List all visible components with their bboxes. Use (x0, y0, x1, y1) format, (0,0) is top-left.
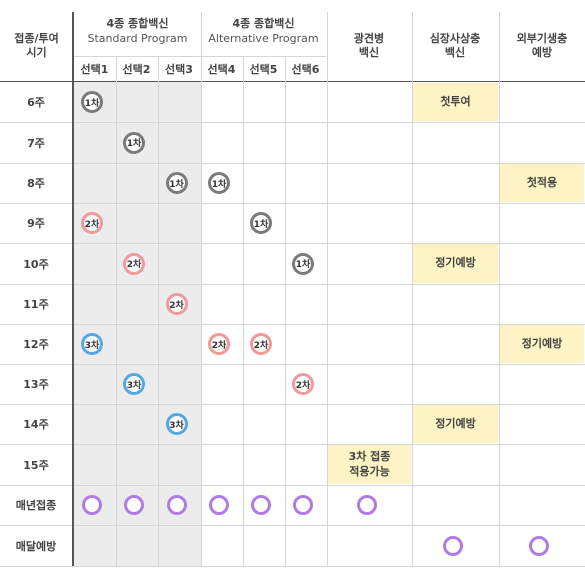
column-divider (412, 12, 413, 566)
row-divider (0, 243, 585, 244)
row-header: 15주 (23, 458, 49, 472)
time-header-line2: 시기 (26, 46, 47, 59)
option-1-header: 선택1 (80, 63, 109, 76)
dose-marker: 2차 (123, 252, 145, 275)
schedule-note: 정기예방 (413, 405, 498, 443)
schedule-note: 첫적용 (500, 164, 584, 202)
schedule-note: 첫투여 (413, 83, 498, 121)
recurring-marker (166, 495, 187, 515)
standard-program-header: 4종 종합백신 Standard Program (74, 17, 201, 47)
row-header: 11주 (23, 298, 49, 311)
recurring-marker (124, 495, 144, 515)
row-header: 7주 (27, 136, 45, 150)
parasite-header-line1: 외부기생충 (516, 32, 568, 46)
recurring-marker (529, 535, 549, 556)
column-divider (327, 12, 328, 566)
option-6-header: 선택6 (291, 63, 320, 76)
alternative-program-title: 4종 종합백신 (232, 17, 295, 30)
column-divider (243, 56, 244, 566)
option-5-header: 선택5 (249, 63, 278, 76)
dose-marker: 2차 (81, 212, 103, 234)
recurring-marker (442, 535, 463, 556)
dose-marker: 2차 (250, 333, 272, 355)
time-header-line1: 접종/투여 (14, 32, 59, 46)
row-divider (0, 203, 585, 204)
recurring-marker (251, 495, 271, 515)
row-divider (0, 525, 585, 526)
dose-marker: 3차 (165, 413, 188, 435)
row-header: 8주 (27, 177, 45, 190)
alternative-program-header: 4종 종합백신 Alternative Program (201, 17, 326, 47)
row-divider (0, 163, 585, 164)
standard-program-subtitle: Standard Program (87, 31, 188, 45)
parasite-header-line2: 예방 (531, 46, 553, 59)
row-header: 6주 (27, 96, 45, 109)
option-3-header: 선택3 (165, 63, 193, 76)
dose-marker: 1차 (123, 131, 145, 154)
dose-marker: 1차 (292, 252, 314, 275)
heartworm-vaccine-header: 심장사상충 백신 (412, 12, 498, 80)
program-subheader-divider (74, 56, 326, 57)
alternative-program-subtitle: Alternative Program (208, 31, 319, 45)
recurring-marker (82, 495, 102, 515)
row-header: 14주 (23, 418, 49, 431)
dose-marker: 2차 (292, 373, 314, 395)
rabies-vaccine-header: 광견병 백신 (327, 12, 411, 80)
dose-marker: 1차 (165, 172, 188, 194)
heartworm-header-line2: 백신 (444, 46, 466, 59)
column-divider (201, 12, 202, 566)
dose-marker: 2차 (165, 293, 188, 315)
schedule-note: 3차 접종 적용가능 (328, 445, 411, 484)
rabies-header-line1: 광견병 (353, 32, 385, 46)
header-bottom-border (0, 81, 585, 82)
row-header: 매년접종 (15, 499, 57, 512)
column-divider (285, 56, 286, 566)
column-divider (116, 56, 117, 566)
dose-marker: 3차 (81, 333, 103, 355)
standard-program-title: 4종 종합백신 (106, 17, 169, 30)
row-header: 매달예방 (15, 539, 57, 553)
parasite-prevention-header: 외부기생충 예방 (499, 12, 585, 80)
row-header: 12주 (23, 338, 49, 351)
column-divider (158, 56, 159, 566)
schedule-note: 정기예방 (500, 325, 584, 363)
row-header: 9주 (27, 217, 45, 230)
row-divider (0, 485, 585, 486)
dose-marker: 2차 (208, 333, 230, 355)
rabies-header-line2: 백신 (358, 46, 380, 59)
dose-marker: 1차 (250, 212, 272, 234)
row-divider (0, 364, 585, 365)
option-2-header: 선택2 (122, 63, 151, 76)
dose-marker: 1차 (81, 91, 103, 113)
schedule-note: 정기예방 (413, 244, 498, 283)
row-divider (0, 444, 585, 445)
row-divider (0, 566, 585, 567)
column-divider (499, 12, 500, 566)
row-divider (0, 122, 585, 123)
time-column-header: 접종/투여 시기 (0, 12, 73, 80)
recurring-marker (293, 495, 313, 515)
row-divider (0, 324, 585, 325)
option-4-header: 선택4 (207, 63, 236, 76)
dose-marker: 3차 (123, 373, 145, 395)
recurring-marker (209, 495, 229, 515)
time-column-border (72, 12, 74, 566)
row-header: 13주 (23, 378, 49, 391)
recurring-marker (356, 495, 377, 515)
row-divider (0, 404, 585, 405)
dose-marker: 1차 (208, 172, 230, 194)
row-divider (0, 284, 585, 285)
heartworm-header-line1: 심장사상충 (429, 32, 481, 46)
row-header: 10주 (23, 257, 49, 271)
